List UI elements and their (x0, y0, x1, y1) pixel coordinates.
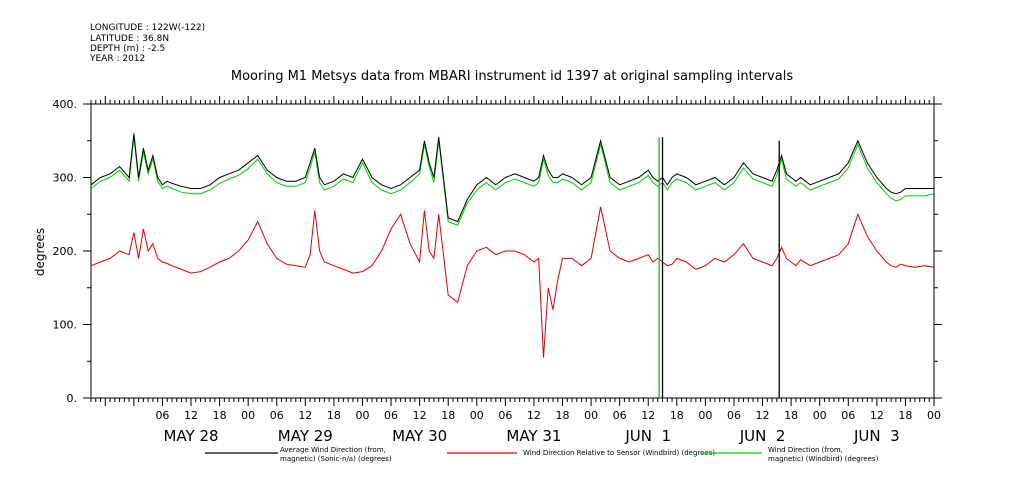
y-tick-label: 200. (53, 245, 78, 258)
x-tick-label: 00 (355, 409, 369, 422)
x-tick-label: 12 (870, 409, 884, 422)
x-tick-label: 12 (413, 409, 427, 422)
y-tick-label: 100. (53, 319, 78, 332)
x-tick-label: 18 (556, 409, 570, 422)
x-tick-label: 00 (241, 409, 255, 422)
x-tick-label: 06 (841, 409, 855, 422)
legend-label-2: magnetic) (Windbird) (degrees) (768, 455, 879, 463)
chart-title: Mooring M1 Metsys data from MBARI instru… (231, 69, 793, 84)
x-tick-label: 00 (470, 409, 484, 422)
legend-label-1: Wind Direction Relative to Sensor (Windb… (523, 449, 715, 457)
x-tick-label: 18 (898, 409, 912, 422)
metadata-block: LONGITUDE : 122W(-122) LATITUDE : 36.8N … (89, 23, 205, 64)
x-day-label: MAY 29 (278, 427, 333, 445)
legend-label-0: Average Wind Direction (from, (280, 446, 386, 454)
legend: Average Wind Direction (from,magnetic) (… (205, 446, 879, 463)
series-line-1 (90, 206, 935, 358)
x-tick-label: 18 (441, 409, 455, 422)
x-day-label: MAY 31 (506, 427, 561, 445)
legend-label-0: magnetic) (Sonic-n/a) (degrees) (280, 455, 392, 463)
x-tick-label: 18 (784, 409, 798, 422)
x-day-label: JUN 3 (853, 427, 900, 445)
x-tick-label: 06 (613, 409, 627, 422)
meta-year: YEAR : 2012 (89, 54, 145, 64)
y-tick-label: 0. (67, 392, 78, 405)
x-tick-label: 18 (327, 409, 341, 422)
x-day-label: JUN 1 (624, 427, 671, 445)
x-tick-label: 00 (584, 409, 598, 422)
x-day-label: MAY 28 (163, 427, 218, 445)
y-tick-label: 300. (53, 172, 78, 185)
x-tick-label: 06 (155, 409, 169, 422)
y-axis-label: degrees (33, 228, 47, 276)
x-tick-label: 00 (927, 409, 941, 422)
y-tick-label: 400. (53, 98, 78, 111)
x-tick-label: 18 (213, 409, 227, 422)
x-tick-label: 06 (727, 409, 741, 422)
series-layer (90, 133, 935, 398)
meta-depth: DEPTH (m) : -2.5 (90, 44, 165, 54)
meta-longitude: LONGITUDE : 122W(-122) (90, 23, 205, 33)
x-tick-label: 18 (670, 409, 684, 422)
x-tick-label: 12 (527, 409, 541, 422)
series-line-0 (90, 133, 934, 223)
x-day-label: MAY 30 (392, 427, 447, 445)
x-tick-label: 12 (298, 409, 312, 422)
x-tick-label: 12 (756, 409, 770, 422)
x-tick-label: 06 (384, 409, 398, 422)
x-tick-label: 00 (813, 409, 827, 422)
x-tick-label: 00 (698, 409, 712, 422)
y-axis: 0. 100. 200. 300. 400. (53, 98, 942, 405)
x-tick-label: 12 (184, 409, 198, 422)
x-tick-label: 06 (498, 409, 512, 422)
meta-latitude: LATITUDE : 36.8N (90, 34, 169, 44)
x-axis: 06 12 18 00 06 12 18 00 06 12 18 00 06 12 18 00 06 12 18 00… (90, 96, 941, 445)
legend-label-2: Wind Direction (from, (768, 446, 843, 454)
x-tick-label: 06 (270, 409, 284, 422)
x-tick-label: 12 (641, 409, 655, 422)
x-day-label: JUN 2 (739, 427, 786, 445)
series-line-2 (90, 137, 935, 226)
